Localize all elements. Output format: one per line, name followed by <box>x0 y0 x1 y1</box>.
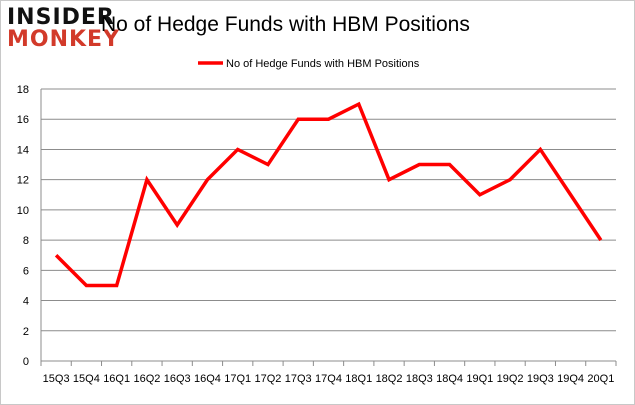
x-tick-label: 19Q1 <box>466 373 493 385</box>
x-tick-label: 17Q2 <box>255 373 282 385</box>
x-tick-label: 16Q2 <box>133 373 160 385</box>
x-tick-label: 19Q4 <box>557 373 584 385</box>
x-tick-label: 18Q4 <box>436 373 463 385</box>
x-tick-label: 16Q3 <box>164 373 191 385</box>
y-tick-label: 18 <box>17 84 29 96</box>
x-tick-label: 15Q3 <box>43 373 70 385</box>
insider-monkey-logo: INSIDER MONKEY <box>7 7 120 51</box>
y-tick-label: 8 <box>23 235 29 247</box>
x-tick-label: 19Q2 <box>497 373 524 385</box>
chart-title: No of Hedge Funds with HBM Positions <box>101 13 470 36</box>
y-tick-label: 2 <box>23 326 29 338</box>
x-tick-label: 19Q3 <box>527 373 554 385</box>
x-tick-label: 16Q1 <box>103 373 130 385</box>
y-tick-label: 4 <box>23 296 29 308</box>
logo-line-2: MONKEY <box>7 27 121 52</box>
x-tick-label: 17Q3 <box>285 373 312 385</box>
y-tick-label: 0 <box>23 356 29 368</box>
legend-label: No of Hedge Funds with HBM Positions <box>226 58 420 70</box>
x-tick-label: 18Q3 <box>406 373 433 385</box>
x-tick-label: 15Q4 <box>73 373 100 385</box>
logo-line-1: INSIDER <box>7 5 115 30</box>
x-tick-label: 20Q1 <box>587 373 614 385</box>
x-tick-label: 18Q2 <box>376 373 403 385</box>
y-tick-label: 14 <box>17 144 29 156</box>
x-tick-label: 16Q4 <box>194 373 221 385</box>
y-tick-label: 6 <box>23 265 29 277</box>
x-tick-label: 17Q4 <box>315 373 342 385</box>
series-line <box>54 101 603 288</box>
y-tick-label: 16 <box>17 114 29 126</box>
y-tick-label: 12 <box>17 175 29 187</box>
x-tick-label: 17Q1 <box>224 373 251 385</box>
y-tick-label: 10 <box>17 205 29 217</box>
x-tick-label: 18Q1 <box>345 373 372 385</box>
